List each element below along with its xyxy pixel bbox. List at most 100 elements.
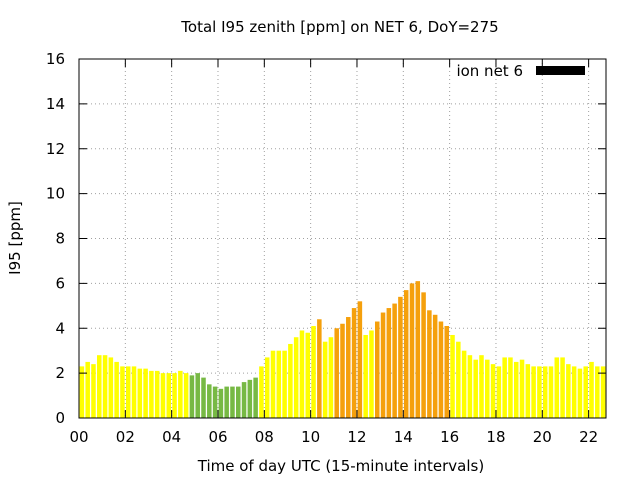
bar (357, 301, 363, 418)
bar (305, 332, 311, 418)
bar (438, 321, 444, 418)
bar (508, 357, 513, 418)
bar (270, 350, 276, 418)
bar (577, 368, 583, 418)
y-tick-label: 16 (46, 50, 65, 68)
bar (450, 334, 455, 418)
bar (97, 355, 102, 418)
y-tick-label: 6 (55, 274, 65, 292)
bar (485, 359, 490, 418)
bar (380, 312, 386, 418)
bar (479, 355, 484, 418)
y-tick-label: 8 (55, 230, 65, 248)
bar (108, 357, 114, 418)
bar (340, 323, 345, 418)
bar (537, 366, 542, 418)
bar (496, 366, 502, 418)
bar (403, 290, 409, 418)
bar (490, 364, 496, 418)
bar (374, 321, 380, 418)
bar (282, 350, 287, 418)
y-tick-label: 2 (55, 364, 65, 382)
bar (230, 386, 235, 418)
bar (276, 350, 282, 418)
bar (531, 366, 536, 418)
bar (589, 361, 594, 418)
y-tick-label: 4 (55, 319, 65, 337)
bar (519, 359, 525, 418)
bar (554, 357, 560, 418)
x-tick-label: 04 (162, 428, 181, 446)
bar (189, 375, 195, 418)
bar (369, 330, 374, 418)
bar (253, 377, 258, 418)
y-tick-label: 14 (46, 95, 65, 113)
bar (409, 283, 415, 419)
bar (293, 337, 299, 418)
bar (114, 361, 119, 418)
bar (183, 373, 189, 419)
bar (154, 370, 160, 418)
bar (212, 386, 218, 418)
bar (259, 366, 264, 418)
bar (542, 366, 548, 418)
legend-label: ion net 6 (456, 62, 523, 80)
x-tick-label: 02 (116, 428, 135, 446)
bar (560, 357, 565, 418)
bar (288, 343, 293, 418)
bar (502, 357, 507, 418)
bar (178, 370, 183, 418)
x-tick-label: 00 (69, 428, 88, 446)
bar (566, 364, 571, 418)
bar (224, 386, 229, 418)
legend-swatch (536, 66, 585, 75)
x-tick-label: 16 (440, 428, 459, 446)
bar (322, 341, 328, 418)
bar (427, 310, 432, 418)
bar (600, 366, 606, 418)
bar (201, 377, 206, 418)
bar (166, 373, 172, 419)
y-tick-label: 10 (46, 185, 65, 203)
bar (351, 308, 357, 418)
bar (456, 341, 461, 418)
bar (461, 350, 467, 418)
bar (149, 370, 154, 418)
bar (386, 308, 392, 418)
chart-title: Total I95 zenith [ppm] on NET 6, DoY=275 (180, 18, 498, 36)
y-tick-label: 0 (55, 409, 65, 427)
legend: ion net 6 (456, 62, 585, 80)
x-tick-label: 14 (394, 428, 413, 446)
bar (525, 364, 531, 418)
x-axis-label: Time of day UTC (15-minute intervals) (197, 457, 484, 475)
bar (548, 366, 554, 418)
x-tick-label: 18 (486, 428, 505, 446)
bar (137, 368, 143, 418)
x-axis: 00 02 04 06 08 10 12 14 16 18 20 22 (69, 59, 598, 446)
bar (467, 355, 473, 418)
bar (444, 326, 449, 418)
bar (421, 292, 426, 418)
x-tick-label: 08 (255, 428, 274, 446)
bar (363, 334, 368, 418)
x-tick-label: 20 (533, 428, 552, 446)
bar (79, 366, 85, 418)
y-axis: 0 2 4 6 8 10 12 14 16 (46, 50, 606, 427)
bar (571, 366, 577, 418)
bar (172, 373, 177, 419)
x-tick-label: 22 (579, 428, 598, 446)
bar (120, 366, 125, 418)
bar (207, 384, 212, 418)
bars (79, 281, 606, 419)
bar (102, 355, 108, 418)
bar (195, 373, 200, 419)
x-tick-label: 12 (347, 428, 366, 446)
bar (328, 337, 334, 418)
bar (513, 361, 519, 418)
x-tick-label: 06 (208, 428, 227, 446)
bar (143, 368, 148, 418)
bar (241, 382, 247, 418)
bar (131, 366, 137, 418)
bar (317, 319, 322, 418)
bar (432, 314, 438, 418)
